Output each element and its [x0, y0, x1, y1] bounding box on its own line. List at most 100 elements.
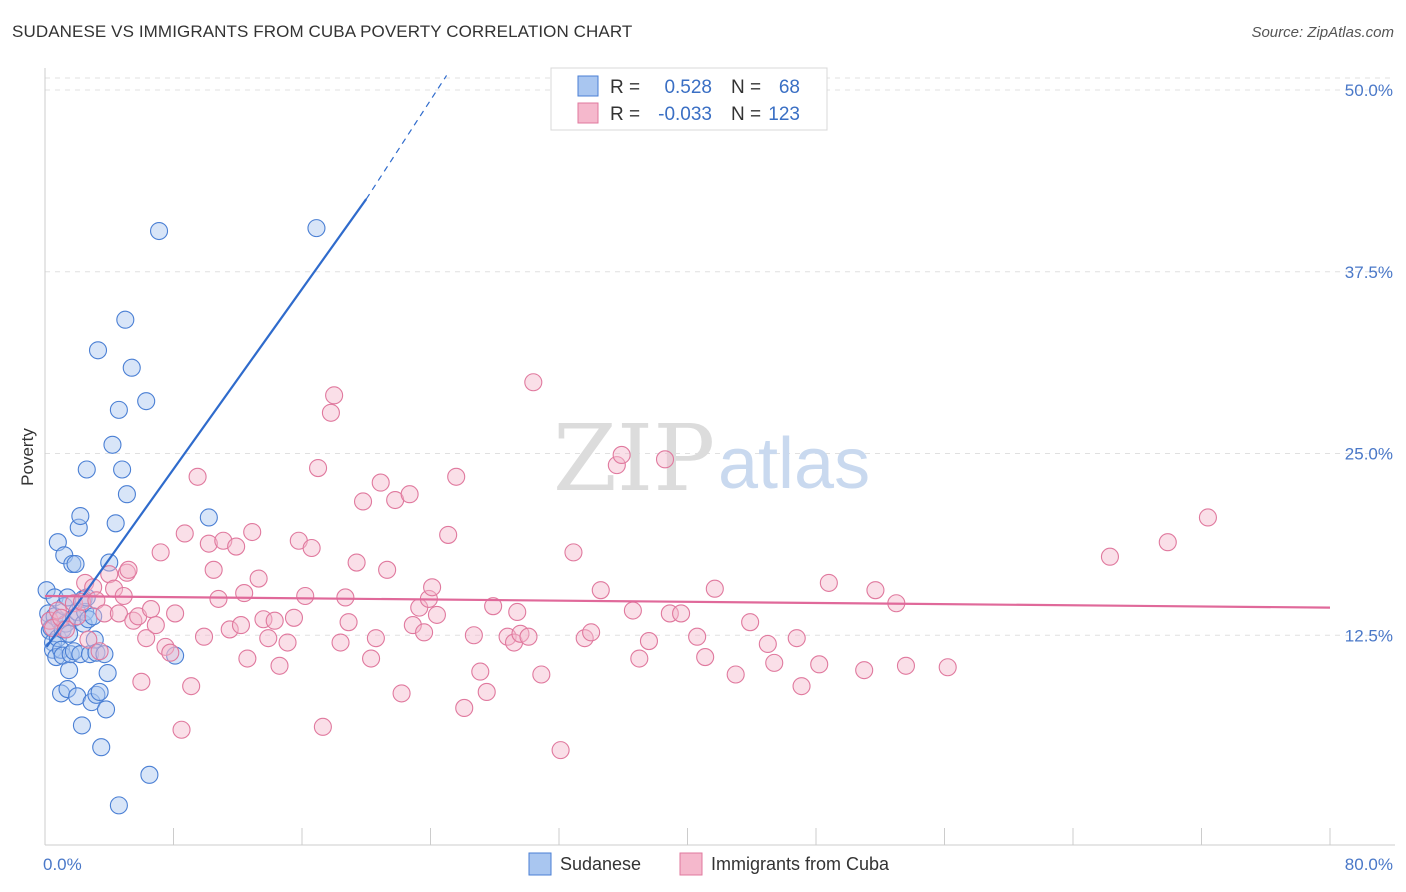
data-point-cuba: [477, 682, 496, 702]
watermark-zip: ZIP: [553, 405, 715, 512]
data-point-cuba: [484, 597, 503, 616]
data-point-cuba: [758, 634, 777, 654]
data-point-cuba: [366, 629, 385, 648]
data-point-cuba: [765, 653, 784, 672]
data-point-cuba: [612, 445, 631, 465]
legend-r-value-1: 0.528: [664, 77, 712, 98]
data-point-sudanese: [307, 219, 326, 238]
data-point-cuba: [582, 623, 601, 642]
legend-swatch-sudanese: [577, 75, 599, 97]
data-point-cuba: [726, 665, 745, 684]
data-point-cuba: [1100, 547, 1119, 566]
data-point-cuba: [447, 467, 466, 486]
data-point-cuba: [591, 581, 610, 600]
grid-lines: [45, 77, 1395, 636]
data-point-cuba: [325, 386, 344, 405]
data-point-cuba: [227, 537, 246, 556]
data-point-sudanese: [77, 460, 96, 479]
data-point-cuba: [1198, 508, 1217, 527]
data-point-cuba: [100, 565, 119, 584]
legend-n-label-2: N =: [731, 104, 761, 125]
data-point-cuba: [95, 604, 114, 623]
data-point-cuba: [508, 602, 527, 622]
data-point-sudanese: [69, 518, 88, 537]
series-legend: Sudanese Immigrants from Cuba: [528, 852, 890, 876]
data-point-cuba: [90, 642, 109, 661]
y-tick-label: 12.5%: [1345, 626, 1393, 645]
data-point-sudanese: [149, 221, 169, 241]
data-point-cuba: [819, 573, 838, 592]
data-point-cuba: [896, 656, 916, 675]
legend-swatch-cuba: [577, 102, 599, 124]
data-point-cuba: [220, 620, 239, 639]
data-point-sudanese: [48, 533, 67, 552]
data-point-sudanese: [90, 682, 109, 702]
data-point-sudanese: [72, 716, 91, 735]
bottom-legend-swatch-sudanese: [528, 852, 552, 876]
data-point-cuba: [696, 648, 715, 667]
y-tick-label: 37.5%: [1345, 263, 1393, 282]
legend-n-value-1: 68: [779, 77, 800, 98]
data-point-cuba: [209, 589, 228, 608]
data-point-cuba: [672, 604, 691, 623]
data-point-cuba: [427, 605, 446, 624]
data-point-cuba: [639, 632, 659, 651]
legend-n-label-1: N =: [731, 77, 761, 98]
data-point-cuba: [378, 560, 397, 579]
data-point-cuba: [353, 492, 373, 511]
data-point-cuba: [655, 450, 675, 469]
data-point-cuba: [249, 569, 268, 588]
data-point-sudanese: [66, 554, 85, 574]
data-point-sudanese: [60, 661, 79, 680]
data-point-sudanese: [116, 310, 135, 329]
data-point-cuba: [321, 403, 340, 422]
data-point-sudanese: [71, 506, 90, 526]
data-point-cuba: [551, 741, 570, 760]
data-point-cuba: [194, 627, 214, 646]
data-point-cuba: [403, 616, 422, 635]
y-tick-labels: 12.5% 25.0% 37.5% 50.0%: [1345, 81, 1393, 645]
data-point-sudanese: [87, 685, 106, 704]
data-point-cuba: [204, 560, 223, 579]
data-point-sudanese: [98, 664, 117, 683]
data-point-cuba: [787, 629, 806, 648]
data-point-sudanese: [199, 508, 218, 527]
data-point-cuba: [630, 649, 649, 668]
data-point-cuba: [231, 616, 251, 635]
data-point-cuba: [623, 601, 642, 620]
data-point-cuba: [336, 588, 355, 607]
data-point-cuba: [151, 543, 170, 562]
data-point-cuba: [439, 525, 458, 544]
data-point-cuba: [423, 578, 442, 597]
data-point-cuba: [705, 579, 724, 598]
y-tick-label: 50.0%: [1345, 81, 1393, 100]
data-point-cuba: [371, 473, 390, 492]
data-point-cuba: [259, 629, 278, 648]
data-point-cuba: [117, 563, 136, 582]
data-point-cuba: [938, 658, 957, 677]
x-tick-label: 0.0%: [43, 855, 82, 874]
y-axis-title: Poverty: [18, 428, 37, 486]
data-point-cuba: [146, 616, 165, 635]
x-tick-labels: 0.0% 80.0%: [43, 855, 1393, 874]
trend-line-sudanese: [45, 198, 368, 648]
data-point-cuba: [339, 613, 358, 632]
data-point-cuba: [741, 613, 760, 632]
data-point-cuba: [331, 633, 350, 652]
data-point-cuba: [810, 655, 829, 674]
data-point-cuba: [278, 633, 297, 652]
data-point-sudanese: [137, 392, 156, 411]
data-point-sudanese: [71, 645, 90, 664]
data-point-cuba: [156, 637, 175, 656]
data-point-cuba: [199, 534, 218, 553]
data-point-cuba: [415, 623, 434, 642]
y-tick-label: 25.0%: [1345, 445, 1393, 464]
data-point-sudanese: [79, 610, 98, 629]
data-point-cuba: [519, 627, 538, 646]
trend-lines: [44, 75, 1331, 648]
data-point-cuba: [265, 611, 284, 630]
data-point-cuba: [166, 604, 185, 623]
trend-line-sudanese-extension: [365, 75, 448, 200]
bottom-legend-label-sudanese: Sudanese: [560, 854, 641, 874]
legend-r-label-1: R =: [610, 77, 640, 98]
